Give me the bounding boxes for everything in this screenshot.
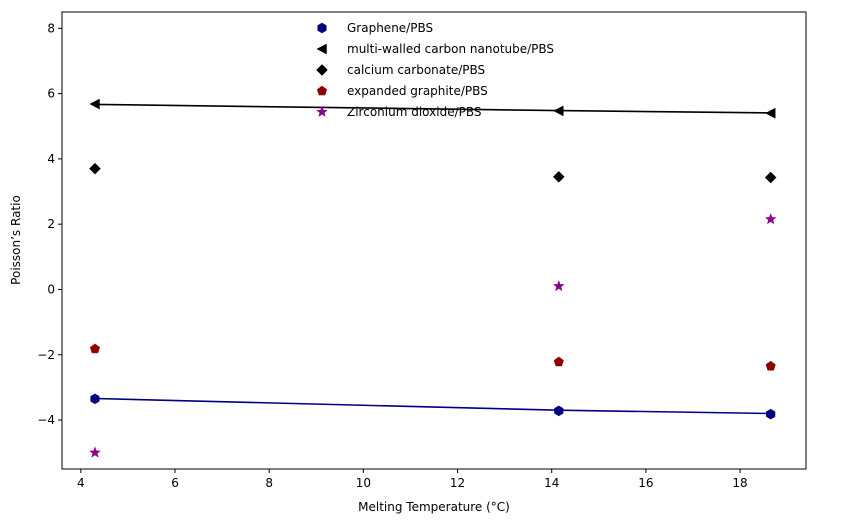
x-tick-label: 12	[450, 476, 465, 490]
plot-frame	[61, 11, 807, 470]
legend-label: Zirconium dioxide/PBS	[347, 105, 482, 119]
legend-label: multi-walled carbon nanotube/PBS	[347, 42, 554, 56]
x-tick-label: 18	[732, 476, 747, 490]
y-tick-label: 0	[47, 282, 55, 296]
x-tick-label: 14	[544, 476, 559, 490]
y-axis-label: Poisson’s Ratio	[9, 195, 23, 285]
data-point	[766, 408, 776, 420]
data-point	[553, 356, 564, 367]
x-axis-label: Melting Temperature (°C)	[358, 500, 510, 514]
data-point	[553, 105, 564, 117]
legend: Graphene/PBS multi-walled carbon nanotube…	[316, 21, 554, 119]
plot-area	[62, 12, 806, 469]
data-point	[89, 446, 101, 458]
data-point	[552, 279, 565, 292]
legend-marker	[316, 85, 328, 96]
x-tick-label: 8	[265, 476, 273, 490]
x-ticks: 4 6 8 10 12 14 16 18	[77, 469, 748, 490]
y-tick-label: −4	[37, 413, 55, 427]
legend-item: Zirconium dioxide/PBS	[316, 105, 482, 119]
y-tick-label: 8	[47, 21, 55, 35]
y-tick-label: 4	[47, 152, 55, 166]
y-tick-label: 2	[47, 217, 55, 231]
legend-label: expanded graphite/PBS	[347, 84, 488, 98]
data-point	[764, 213, 777, 225]
legend-item: Graphene/PBS	[317, 21, 433, 35]
data-point	[89, 343, 101, 354]
legend-marker	[316, 105, 328, 118]
data-point	[764, 171, 777, 184]
x-tick-label: 16	[638, 476, 653, 490]
x-tick-label: 6	[171, 476, 179, 490]
legend-item: expanded graphite/PBS	[316, 84, 488, 98]
legend-item: multi-walled carbon nanotube/PBS	[316, 42, 554, 56]
x-tick-label: 10	[356, 476, 371, 490]
x-tick-label: 4	[77, 476, 85, 490]
y-ticks: −4 −2 0 2 4 6 8	[37, 21, 62, 427]
y-tick-label: 6	[47, 87, 55, 101]
data-point	[552, 170, 565, 183]
y-tick-label: −2	[37, 348, 55, 362]
legend-marker	[316, 43, 327, 55]
legend-label: calcium carbonate/PBS	[347, 63, 485, 77]
data-point	[89, 98, 100, 110]
data-point	[554, 405, 564, 417]
legend-label: Graphene/PBS	[347, 21, 433, 35]
data-point	[765, 360, 776, 371]
legend-item: calcium carbonate/PBS	[316, 63, 485, 77]
data-point	[90, 393, 100, 405]
data-point	[765, 107, 776, 119]
data-markers	[89, 98, 777, 458]
legend-marker	[316, 64, 328, 76]
legend-marker	[317, 22, 327, 34]
data-point	[89, 162, 101, 175]
